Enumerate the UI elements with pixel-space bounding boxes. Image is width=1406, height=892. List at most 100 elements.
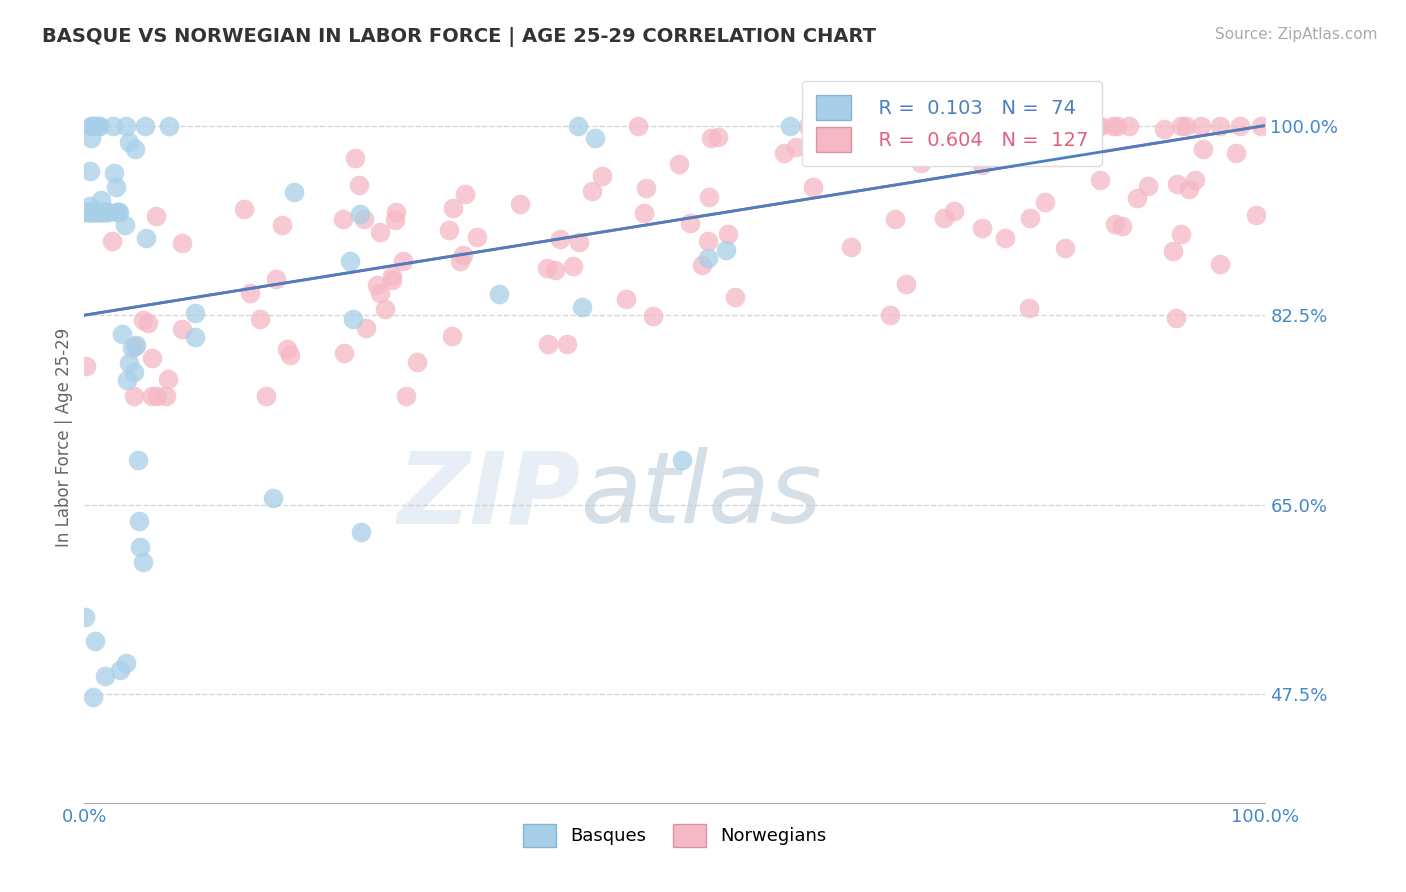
Point	[994, 138, 1017, 153]
Point	[773, 146, 796, 161]
Point	[239, 286, 262, 301]
Point	[93, 205, 115, 219]
Point	[127, 453, 149, 467]
Point	[1166, 311, 1188, 326]
Point	[1077, 120, 1099, 135]
Point	[93, 205, 115, 219]
Point	[262, 491, 284, 505]
Point	[83, 633, 105, 648]
Point	[724, 290, 747, 304]
Point	[707, 130, 730, 145]
Point	[90, 193, 112, 207]
Point	[1033, 195, 1056, 210]
Point	[87, 205, 110, 219]
Point	[125, 338, 148, 352]
Point	[994, 231, 1017, 245]
Point	[124, 365, 146, 379]
Point	[124, 339, 146, 353]
Point	[568, 235, 591, 249]
Point	[115, 373, 138, 387]
Point	[271, 218, 294, 232]
Point	[344, 151, 367, 165]
Point	[124, 389, 146, 403]
Point	[111, 327, 134, 342]
Point	[1175, 119, 1198, 133]
Point	[105, 180, 128, 194]
Point	[1050, 119, 1073, 133]
Point	[1104, 217, 1126, 231]
Point	[107, 205, 129, 219]
Point	[121, 341, 143, 355]
Point	[91, 205, 114, 219]
Point	[136, 316, 159, 330]
Point	[86, 205, 108, 219]
Point	[437, 223, 460, 237]
Point	[370, 285, 392, 300]
Point	[353, 211, 375, 226]
Point	[75, 359, 97, 373]
Point	[278, 348, 301, 362]
Point	[117, 135, 139, 149]
Point	[537, 337, 560, 351]
Point	[488, 286, 510, 301]
Point	[73, 610, 96, 624]
Point	[555, 337, 578, 351]
Point	[103, 119, 125, 133]
Point	[83, 119, 105, 133]
Point	[449, 254, 471, 268]
Point	[366, 278, 388, 293]
Text: Source: ZipAtlas.com: Source: ZipAtlas.com	[1215, 27, 1378, 42]
Point	[633, 206, 655, 220]
Point	[405, 354, 427, 368]
Point	[921, 141, 943, 155]
Point	[356, 321, 378, 335]
Point	[115, 119, 138, 133]
Point	[841, 149, 863, 163]
Point	[509, 197, 531, 211]
Point	[950, 119, 973, 133]
Point	[1126, 191, 1149, 205]
Point	[879, 308, 901, 322]
Point	[87, 205, 110, 219]
Point	[333, 345, 356, 359]
Point	[591, 169, 613, 183]
Point	[349, 206, 371, 220]
Point	[370, 225, 392, 239]
Point	[883, 211, 905, 226]
Y-axis label: In Labor Force | Age 25-29: In Labor Force | Age 25-29	[55, 327, 73, 547]
Point	[108, 205, 131, 219]
Point	[796, 119, 818, 133]
Point	[79, 199, 101, 213]
Point	[1244, 208, 1267, 222]
Point	[984, 119, 1007, 133]
Point	[254, 389, 277, 403]
Point	[1166, 177, 1188, 191]
Point	[83, 205, 105, 219]
Point	[970, 221, 993, 235]
Point	[73, 205, 96, 219]
Point	[453, 248, 475, 262]
Point	[696, 251, 718, 265]
Point	[571, 300, 593, 314]
Point	[548, 232, 571, 246]
Point	[785, 140, 807, 154]
Point	[454, 186, 477, 201]
Point	[105, 205, 128, 219]
Point	[381, 273, 404, 287]
Point	[1090, 119, 1112, 133]
Point	[80, 119, 103, 133]
Point	[1192, 142, 1215, 156]
Point	[1170, 119, 1192, 133]
Point	[77, 205, 100, 219]
Point	[101, 234, 124, 248]
Point	[96, 205, 118, 219]
Point	[668, 156, 690, 170]
Point	[627, 119, 650, 133]
Point	[671, 452, 693, 467]
Point	[1153, 122, 1175, 136]
Text: atlas: atlas	[581, 447, 823, 544]
Point	[89, 119, 111, 133]
Point	[385, 204, 408, 219]
Point	[342, 312, 364, 326]
Point	[82, 205, 104, 219]
